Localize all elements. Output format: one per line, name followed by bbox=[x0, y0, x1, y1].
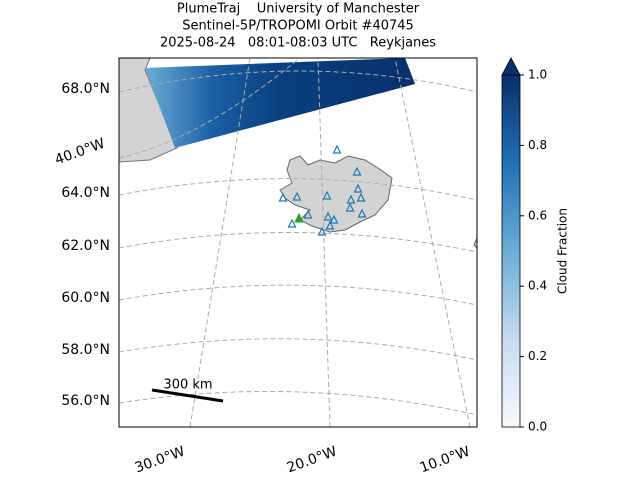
scale-bar-label: 300 km bbox=[163, 378, 212, 393]
cloud-swath bbox=[145, 58, 415, 148]
lat-label: 56.0°N bbox=[61, 393, 110, 409]
colorbar-tick-label: 0.0 bbox=[528, 420, 547, 434]
lon-label: 40.0°W bbox=[53, 136, 107, 169]
lat-label: 58.0°N bbox=[61, 342, 110, 358]
graticule bbox=[119, 284, 477, 306]
graticule bbox=[119, 58, 301, 159]
colorbar-tick-label: 0.4 bbox=[528, 279, 547, 293]
title-line: PlumeTraj University of Manchester bbox=[177, 2, 420, 17]
lon-label: 30.0°W bbox=[133, 444, 187, 477]
colorbar-tick-label: 0.8 bbox=[528, 138, 547, 152]
colorbar-body bbox=[501, 74, 521, 428]
title-line: Sentinel-5P/TROPOMI Orbit #40745 bbox=[182, 19, 414, 34]
colorbar-tick-label: 1.0 bbox=[528, 68, 547, 82]
colorbar-tick-label: 0.2 bbox=[528, 349, 547, 363]
graticule bbox=[119, 178, 477, 201]
colorbar: Cloud Fraction 0.0 0.2 0.4 0.6 0.8 1.0 bbox=[501, 57, 570, 434]
graticule bbox=[119, 390, 477, 416]
lon-label: 20.0°W bbox=[285, 444, 339, 477]
colorbar-extend bbox=[501, 57, 521, 76]
graticule bbox=[317, 58, 331, 427]
graticule bbox=[189, 58, 251, 427]
lat-label: 64.0°N bbox=[61, 185, 110, 201]
lat-label: 62.0°N bbox=[61, 238, 110, 254]
coast bbox=[473, 237, 477, 249]
colorbar-label: Cloud Fraction bbox=[556, 208, 570, 294]
graticule bbox=[119, 231, 477, 253]
graticule bbox=[119, 70, 477, 93]
volcano-markers bbox=[278, 144, 367, 236]
map-frame bbox=[118, 57, 478, 428]
title-line: 2025-08-24 08:01-08:03 UTC Reykjanes bbox=[160, 36, 436, 51]
colorbar-tick-label: 0.6 bbox=[528, 208, 547, 222]
greenland bbox=[119, 58, 178, 163]
scale-bar bbox=[151, 388, 224, 403]
lat-label: 68.0°N bbox=[61, 81, 110, 97]
graticule bbox=[394, 58, 471, 427]
lat-label: 60.0°N bbox=[61, 290, 110, 306]
graticule bbox=[119, 338, 477, 361]
map-area: 300 km bbox=[119, 58, 477, 427]
lon-label: 10.0°W bbox=[418, 444, 472, 477]
